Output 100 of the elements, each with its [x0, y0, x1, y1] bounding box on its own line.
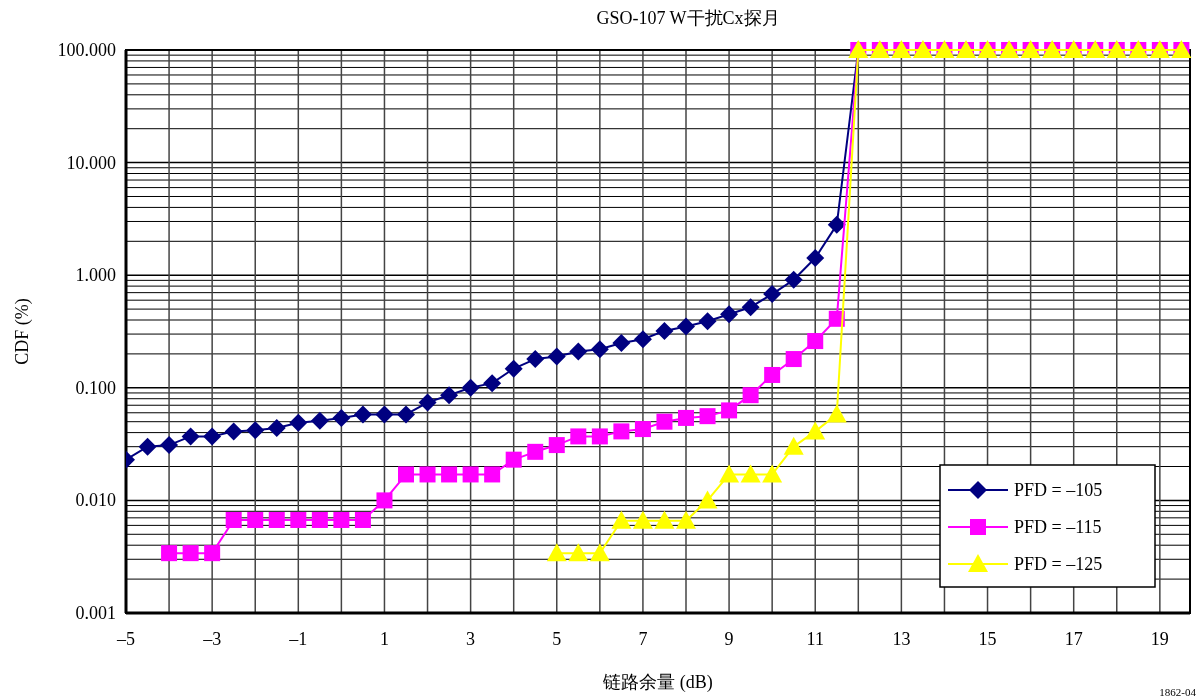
y-tick-label: 10.000: [66, 152, 116, 173]
point: [826, 404, 847, 423]
x-tick-label: 3: [466, 629, 476, 649]
point: [311, 511, 328, 528]
point: [398, 466, 414, 483]
point: [611, 510, 632, 529]
point: [697, 490, 718, 509]
point: [333, 511, 350, 528]
point: [677, 317, 695, 336]
point: [546, 543, 567, 562]
x-tick-label: 7: [638, 629, 648, 649]
x-tick-label: –3: [202, 629, 222, 649]
point: [784, 270, 803, 289]
x-tick-label: 13: [892, 629, 911, 649]
point: [161, 545, 178, 562]
point: [568, 543, 589, 562]
chart-title: GSO-107 W干扰Cx探月: [596, 8, 780, 28]
point: [807, 333, 824, 350]
point: [505, 451, 522, 468]
point: [678, 409, 694, 426]
point: [138, 437, 157, 456]
point: [204, 545, 221, 562]
point: [203, 427, 222, 446]
point: [224, 422, 243, 441]
point: [612, 333, 631, 352]
point: [721, 402, 738, 419]
point: [655, 321, 674, 340]
point: [353, 405, 372, 424]
point: [375, 405, 394, 424]
point: [332, 408, 351, 427]
text: 1862-04: [1159, 686, 1197, 698]
point: [440, 386, 459, 405]
y-axis-title: CDF (%): [12, 298, 33, 365]
legend-label: PFD = –125: [1014, 554, 1103, 574]
point: [267, 418, 286, 437]
point: [376, 492, 393, 509]
point: [246, 421, 265, 440]
point: [591, 428, 608, 445]
point: [418, 393, 437, 412]
point: [805, 421, 826, 440]
x-tick-label: 15: [978, 629, 997, 649]
point: [806, 249, 825, 268]
point: [182, 545, 199, 562]
point: [740, 464, 761, 483]
point: [160, 436, 179, 455]
point: [441, 466, 458, 483]
point: [483, 374, 502, 393]
x-tick-label: 19: [1150, 629, 1169, 649]
x-tick-label: 17: [1064, 629, 1083, 649]
y-tick-label: 1.000: [75, 265, 116, 286]
point: [654, 510, 675, 529]
y-tick-label: 0.010: [75, 490, 116, 511]
point: [419, 466, 436, 483]
point: [590, 340, 609, 359]
point: [504, 359, 523, 378]
point: [632, 510, 653, 529]
point: [785, 351, 802, 368]
point: [613, 423, 630, 440]
point: [783, 436, 804, 455]
point: [720, 305, 739, 324]
x-axis-title: 链路余量 (dB): [602, 672, 713, 693]
y-tick-label: 100.000: [57, 40, 116, 60]
point: [181, 427, 200, 446]
point: [763, 285, 782, 304]
point: [699, 408, 716, 425]
point: [268, 511, 285, 528]
point: [569, 342, 588, 361]
x-tick-label: –1: [288, 629, 308, 649]
point: [742, 387, 759, 404]
y-tick-label: 0.100: [75, 377, 116, 398]
point: [527, 443, 544, 460]
point: [526, 350, 545, 369]
legend-label: PFD = –115: [1014, 517, 1102, 537]
point: [397, 405, 415, 424]
point: [741, 298, 760, 317]
y-tick-label: 0.001: [75, 603, 116, 623]
point: [762, 464, 783, 483]
legend-label: PFD = –105: [1014, 480, 1103, 500]
point: [827, 215, 846, 234]
x-tick-label: 11: [806, 629, 824, 649]
x-tick-label: 1: [379, 629, 389, 649]
point: [461, 378, 480, 397]
point: [634, 421, 651, 438]
point: [225, 511, 242, 528]
point: [547, 347, 566, 366]
point: [719, 464, 740, 483]
point: [462, 466, 479, 483]
x-tick-label: –5: [116, 629, 135, 649]
point: [633, 330, 652, 349]
x-tick-label: 5: [552, 629, 562, 649]
point: [548, 437, 565, 454]
point: [570, 428, 587, 445]
x-tick-label: 9: [724, 629, 734, 649]
point: [698, 312, 717, 331]
point: [589, 543, 610, 562]
point: [354, 511, 371, 528]
point: [676, 510, 696, 529]
point: [484, 466, 501, 483]
point: [656, 413, 673, 430]
point: [247, 511, 264, 528]
